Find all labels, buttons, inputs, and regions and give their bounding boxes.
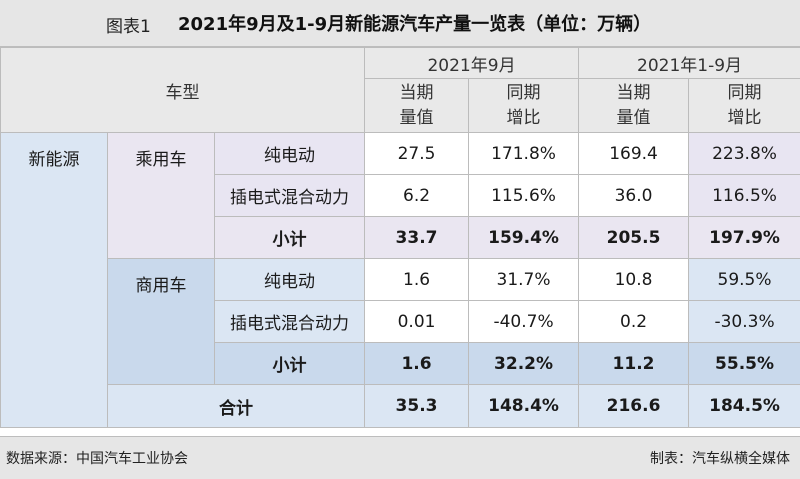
header-vehicle-type: 车型 [1, 48, 365, 133]
value-cell: 6.2 [365, 175, 469, 217]
value-cell: 1.6 [365, 259, 469, 301]
header-row-periods: 车型 2021年9月 2021年1-9月 [1, 48, 800, 79]
figure-title: 2021年9月及1-9月新能源汽车产量一览表（单位：万辆） [178, 10, 651, 36]
value-cell: 0.2 [579, 301, 689, 343]
value-cell: 36.0 [579, 175, 689, 217]
value-cell: -30.3% [689, 301, 800, 343]
header-current-value-sep: 当期 量值 [365, 79, 469, 133]
value-cell: 35.3 [365, 385, 469, 428]
type-cell: 插电式混合动力 [215, 301, 365, 343]
header-line: 当期 [365, 81, 468, 106]
figure-label: 图表1 [106, 12, 151, 37]
footer: 数据来源：中国汽车工业协会 制表：汽车纵横全媒体 [0, 436, 800, 479]
value-cell: 223.8% [689, 133, 800, 175]
header-line: 当期 [579, 81, 688, 106]
value-cell: 169.4 [579, 133, 689, 175]
header-current-value-ytd: 当期 量值 [579, 79, 689, 133]
value-cell: 32.2% [469, 343, 579, 385]
value-cell: 148.4% [469, 385, 579, 428]
total-row: 合计 35.3 148.4% 216.6 184.5% [1, 385, 800, 428]
value-cell: 216.6 [579, 385, 689, 428]
value-cell: 27.5 [365, 133, 469, 175]
header-yoy-sep: 同期 增比 [469, 79, 579, 133]
value-cell: 59.5% [689, 259, 800, 301]
value-cell: 115.6% [469, 175, 579, 217]
value-cell: 205.5 [579, 217, 689, 259]
passenger-car-label: 乘用车 [108, 133, 215, 259]
value-cell: 171.8% [469, 133, 579, 175]
header-yoy-ytd: 同期 增比 [689, 79, 800, 133]
table-row: 商用车 纯电动 1.6 31.7% 10.8 59.5% [1, 259, 800, 301]
value-cell: 116.5% [689, 175, 800, 217]
type-cell: 插电式混合动力 [215, 175, 365, 217]
value-cell: -40.7% [469, 301, 579, 343]
table-row: 新能源 乘用车 纯电动 27.5 171.8% 169.4 223.8% [1, 133, 800, 175]
value-cell: 159.4% [469, 217, 579, 259]
value-cell: 10.8 [579, 259, 689, 301]
header-line: 增比 [469, 106, 578, 131]
production-table: 车型 2021年9月 2021年1-9月 当期 量值 同期 增比 当期 量值 同… [0, 47, 800, 428]
header-line: 同期 [689, 81, 800, 106]
subtotal-label: 小计 [215, 217, 365, 259]
data-source: 数据来源：中国汽车工业协会 [6, 448, 188, 468]
value-cell: 0.01 [365, 301, 469, 343]
value-cell: 33.7 [365, 217, 469, 259]
subtotal-label: 小计 [215, 343, 365, 385]
made-by: 制表：汽车纵横全媒体 [650, 448, 790, 468]
header-line: 量值 [365, 106, 468, 131]
value-cell: 197.9% [689, 217, 800, 259]
value-cell: 11.2 [579, 343, 689, 385]
category-new-energy: 新能源 [1, 133, 108, 428]
value-cell: 55.5% [689, 343, 800, 385]
header-line: 量值 [579, 106, 688, 131]
header-period-sep: 2021年9月 [365, 48, 579, 79]
value-cell: 184.5% [689, 385, 800, 428]
header-line: 同期 [469, 81, 578, 106]
type-cell: 纯电动 [215, 133, 365, 175]
header-period-ytd: 2021年1-9月 [579, 48, 800, 79]
value-cell: 1.6 [365, 343, 469, 385]
type-cell: 纯电动 [215, 259, 365, 301]
commercial-vehicle-label: 商用车 [108, 259, 215, 385]
value-cell: 31.7% [469, 259, 579, 301]
title-bar: 图表1 2021年9月及1-9月新能源汽车产量一览表（单位：万辆） [0, 0, 800, 47]
header-line: 增比 [689, 106, 800, 131]
total-label: 合计 [108, 385, 365, 428]
